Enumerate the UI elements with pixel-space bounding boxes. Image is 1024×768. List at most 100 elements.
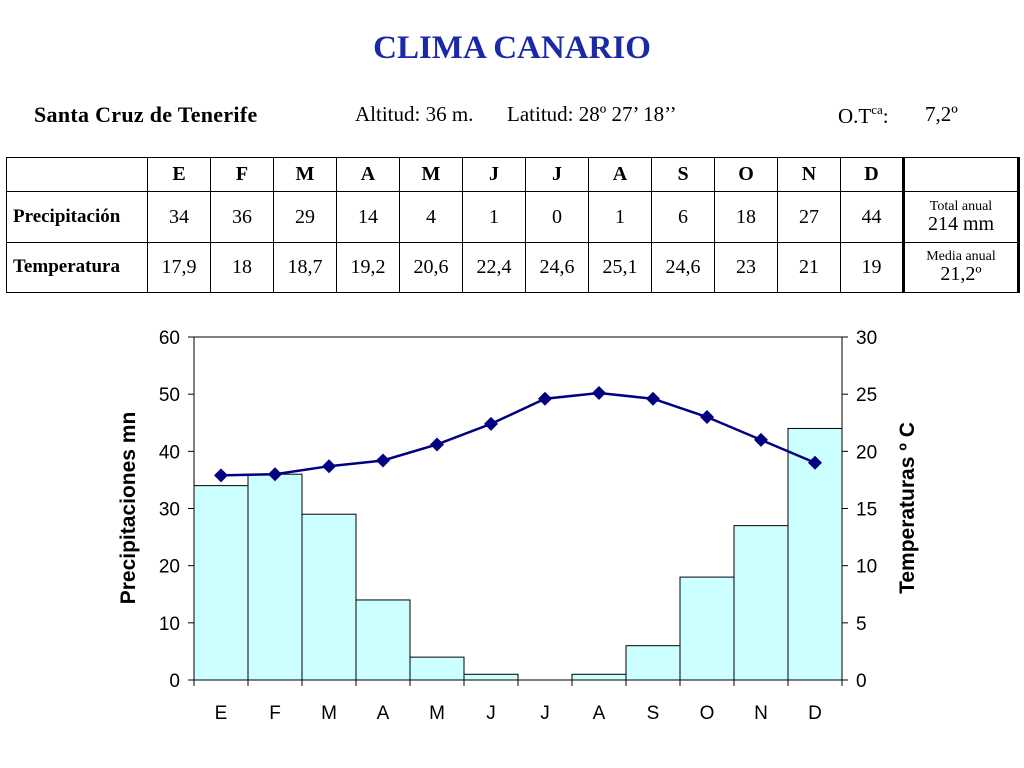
temperature-row-label: Temperatura xyxy=(6,241,148,294)
mean-annual-value: 21,2º xyxy=(940,263,982,286)
x-axis-tick-label: S xyxy=(647,703,660,724)
month-header: E xyxy=(147,156,211,193)
table-row-months: E F M A M J J A S O N D xyxy=(6,156,1020,193)
precip-bar xyxy=(247,473,303,681)
temp-cell: 22,4 xyxy=(462,241,526,294)
x-axis-tick-label: A xyxy=(593,703,606,724)
right-axis-tick-label: 0 xyxy=(856,671,867,692)
x-axis-tick-label: J xyxy=(540,703,550,724)
month-header: A xyxy=(588,156,652,193)
table-row-temperature: Temperatura 17,9 18 18,7 19,2 20,6 22,4 … xyxy=(6,241,1020,294)
otca-colon: : xyxy=(882,104,889,128)
left-axis-title: Precipitaciones mn xyxy=(117,412,140,605)
x-axis-tick-label: E xyxy=(215,703,228,724)
altitude-text: Altitud: 36 m. xyxy=(355,102,474,126)
otca-value: 7,2º xyxy=(925,102,958,126)
precip-cell: 4 xyxy=(399,191,463,243)
precip-cell: 6 xyxy=(651,191,715,243)
temperature-marker xyxy=(214,468,228,483)
x-axis-tick-label: J xyxy=(486,703,496,724)
month-header: J xyxy=(525,156,589,193)
left-axis-tick-label: 10 xyxy=(159,614,180,635)
precip-bar xyxy=(571,673,627,681)
right-axis-tick-label: 5 xyxy=(856,614,867,635)
otca-prefix: O.T xyxy=(838,104,872,128)
latitude-text: Latitud: 28º 27’ 18’’ xyxy=(507,102,677,126)
temp-cell: 24,6 xyxy=(651,241,715,294)
temperature-marker xyxy=(700,410,714,425)
page-title: CLIMA CANARIO xyxy=(373,30,651,66)
precipitation-row-label: Precipitación xyxy=(6,191,148,243)
temperature-marker xyxy=(268,467,282,482)
month-header: J xyxy=(462,156,526,193)
temp-cell: 23 xyxy=(714,241,778,294)
temperature-marker xyxy=(754,432,768,447)
mean-annual-cell: Media anual 21,2º xyxy=(902,241,1020,294)
temp-cell: 18,7 xyxy=(273,241,337,294)
otca-sup: ca xyxy=(871,102,883,117)
x-axis-tick-label: D xyxy=(808,703,822,724)
otca-label: O.Tca: xyxy=(838,102,889,129)
temp-cell: 17,9 xyxy=(147,241,211,294)
month-header: O xyxy=(714,156,778,193)
summary-header-cell xyxy=(902,156,1020,193)
right-axis-tick-label: 25 xyxy=(856,385,877,406)
x-axis-tick-label: M xyxy=(429,703,445,724)
precip-cell: 34 xyxy=(147,191,211,243)
right-axis-tick-label: 30 xyxy=(856,328,877,349)
right-axis-tick-label: 20 xyxy=(856,442,877,463)
temperature-line xyxy=(220,391,816,477)
right-axis-tick-label: 10 xyxy=(856,557,877,578)
precip-bar xyxy=(301,513,357,681)
precip-cell: 0 xyxy=(525,191,589,243)
precip-cell: 14 xyxy=(336,191,400,243)
precip-bar xyxy=(193,485,249,681)
precip-bar xyxy=(625,645,681,681)
total-annual-cell: Total anual 214 mm xyxy=(902,191,1020,243)
temperature-marker xyxy=(376,453,390,468)
month-header: N xyxy=(777,156,841,193)
temperature-marker xyxy=(592,386,606,401)
precip-bar xyxy=(787,427,843,681)
station-name: Santa Cruz de Tenerife xyxy=(34,102,258,127)
x-axis-tick-label: O xyxy=(700,703,715,724)
temperature-marker xyxy=(322,459,336,474)
left-axis-tick-label: 40 xyxy=(159,442,180,463)
temperature-marker xyxy=(430,437,444,452)
temperature-marker xyxy=(484,416,498,431)
mean-annual-label: Media anual xyxy=(926,249,996,265)
month-header: D xyxy=(840,156,904,193)
precip-cell: 27 xyxy=(777,191,841,243)
total-annual-value: 214 mm xyxy=(927,213,995,236)
precip-bar xyxy=(733,525,789,681)
climate-table: E F M A M J J A S O N D Precipitación 34… xyxy=(6,156,1020,294)
month-header: F xyxy=(210,156,274,193)
month-header: M xyxy=(273,156,337,193)
left-axis-tick-label: 0 xyxy=(169,671,180,692)
table-corner-cell xyxy=(6,156,148,193)
temperature-marker xyxy=(808,455,822,470)
temperature-marker xyxy=(538,391,552,406)
precip-bar xyxy=(679,576,735,681)
precip-cell: 1 xyxy=(588,191,652,243)
left-axis-tick-label: 30 xyxy=(159,500,180,521)
left-axis-tick-label: 50 xyxy=(159,385,180,406)
precip-bar xyxy=(463,673,519,681)
month-header: S xyxy=(651,156,715,193)
precip-cell: 29 xyxy=(273,191,337,243)
right-axis-title: Temperaturas º C xyxy=(896,422,919,594)
x-axis-tick-label: F xyxy=(269,703,281,724)
temperature-marker xyxy=(646,391,660,406)
x-axis-tick-label: A xyxy=(377,703,390,724)
x-axis-tick-label: N xyxy=(754,703,768,724)
precip-bar xyxy=(409,656,465,681)
total-annual-label: Total anual xyxy=(929,199,993,215)
month-header: A xyxy=(336,156,400,193)
left-axis-tick-label: 20 xyxy=(159,557,180,578)
precip-bar xyxy=(355,599,411,681)
table-row-precipitation: Precipitación 34 36 29 14 4 1 0 1 6 18 2… xyxy=(6,191,1020,243)
temp-cell: 18 xyxy=(210,241,274,294)
right-axis-tick-label: 15 xyxy=(856,500,877,521)
precip-cell: 1 xyxy=(462,191,526,243)
